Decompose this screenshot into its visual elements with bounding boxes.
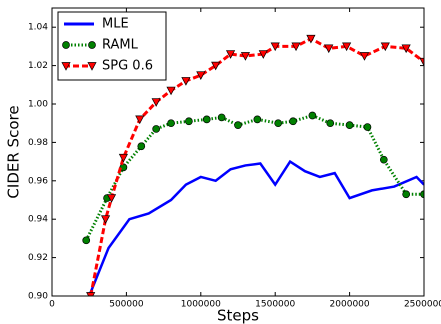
x-tick-label: 2000000 <box>330 300 370 310</box>
point <box>225 50 236 59</box>
point <box>135 115 145 125</box>
point <box>62 41 70 49</box>
series-line <box>84 113 424 241</box>
point <box>119 163 128 172</box>
point <box>152 125 161 133</box>
point <box>345 121 354 129</box>
plot-area <box>82 34 424 296</box>
point <box>100 215 111 224</box>
point <box>291 42 301 52</box>
point <box>308 111 317 120</box>
point <box>118 153 129 163</box>
point <box>402 190 410 199</box>
point <box>181 77 191 86</box>
point <box>306 34 316 44</box>
point <box>202 115 211 124</box>
point <box>380 42 390 52</box>
point <box>324 44 334 54</box>
y-tick-label: 0.92 <box>28 253 48 263</box>
y-tick-label: 0.98 <box>28 138 48 148</box>
legend-label: MLE <box>102 17 129 32</box>
point <box>185 117 193 126</box>
y-axis-label: CIDER Score <box>5 105 23 198</box>
point <box>61 62 71 71</box>
point <box>379 155 388 164</box>
point <box>234 121 242 129</box>
point <box>289 117 297 126</box>
point <box>258 50 268 59</box>
y-tick-label: 1.02 <box>28 61 48 71</box>
point <box>274 119 283 128</box>
y-tick-label: 0.90 <box>28 292 48 302</box>
point <box>106 194 117 203</box>
point <box>151 98 161 107</box>
point <box>211 61 221 71</box>
x-axis-label: Steps <box>217 307 259 324</box>
point <box>166 86 176 96</box>
point <box>359 52 370 61</box>
point <box>420 190 424 199</box>
point <box>270 42 280 52</box>
series-line <box>88 159 424 296</box>
point <box>87 62 97 71</box>
y-tick-label: 0.94 <box>28 215 48 225</box>
point <box>86 292 96 296</box>
point <box>196 71 206 80</box>
point <box>88 41 96 49</box>
y-tick-label: 1.00 <box>28 100 48 110</box>
x-tick-label: 1500000 <box>255 300 295 310</box>
point <box>342 42 352 52</box>
x-tick-label: 0 <box>49 300 55 310</box>
point <box>82 236 91 245</box>
plot-frame <box>51 7 425 297</box>
point <box>167 119 175 128</box>
point <box>363 123 372 131</box>
y-tick-label: 1.04 <box>28 23 48 33</box>
point <box>419 57 424 67</box>
x-tick-label: 1000000 <box>181 300 221 310</box>
point <box>217 113 226 122</box>
legend-label: RAML <box>102 38 139 53</box>
point <box>253 115 262 124</box>
point <box>137 142 146 151</box>
legend-label: SPG 0.6 <box>102 59 153 74</box>
x-tick-label: 500000 <box>109 300 144 310</box>
point <box>240 52 251 61</box>
series-line <box>89 37 424 296</box>
x-tick-label: 2500000 <box>404 300 441 310</box>
y-tick-label: 0.96 <box>28 176 48 186</box>
point <box>401 44 411 54</box>
point <box>326 119 335 128</box>
